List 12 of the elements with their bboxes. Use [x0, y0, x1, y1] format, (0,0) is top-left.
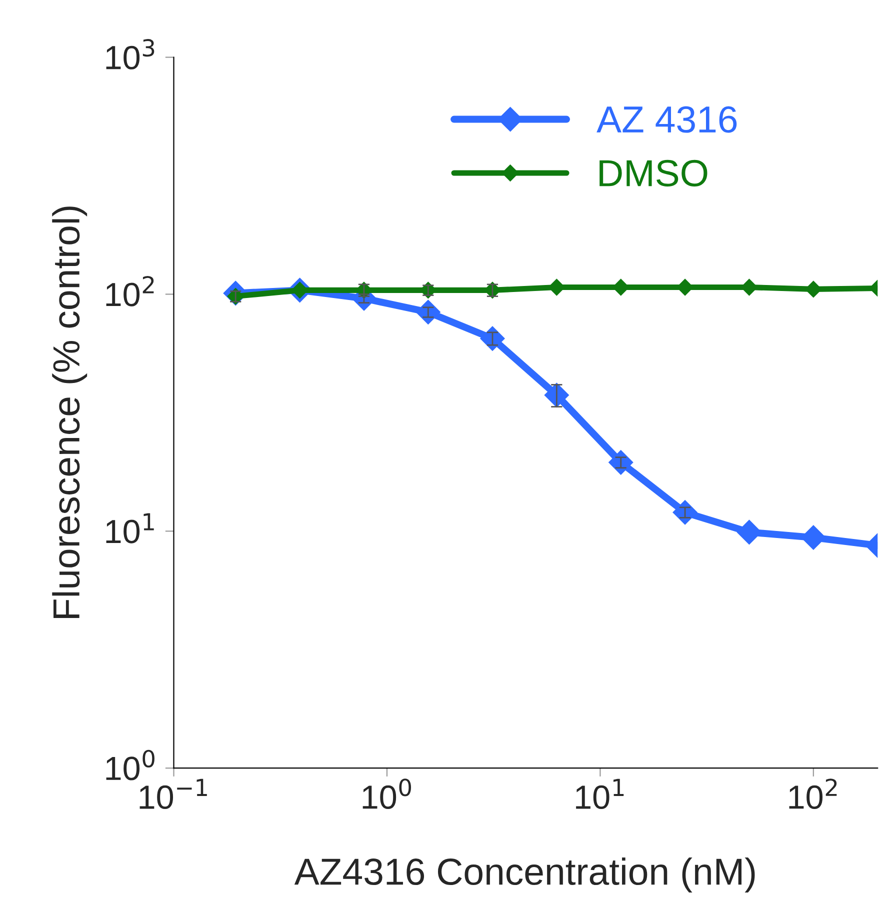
x-axis-title: AZ4316 Concentration (nM) — [294, 858, 755, 892]
x-tick-label: 10$^{1}$ — [576, 778, 624, 810]
y-tick-label: 10$^{1}$ — [106, 513, 154, 544]
y-tick-label: 10$^{0}$ — [106, 750, 154, 780]
y-tick-label: 10$^{3}$ — [106, 39, 154, 70]
y-tick-label: 10$^{2}$ — [106, 276, 154, 306]
x-tick-label: 10$^{2}$ — [789, 778, 837, 809]
legend-label: DMSO — [600, 160, 708, 186]
legend-label: AZ 4316 — [596, 106, 737, 133]
x-tick-label: 10$^{0}$ — [362, 778, 411, 809]
y-axis-title: Fluorescence (% control) — [52, 206, 88, 618]
x-tick-label: 10$^{−1}$ — [140, 778, 207, 810]
